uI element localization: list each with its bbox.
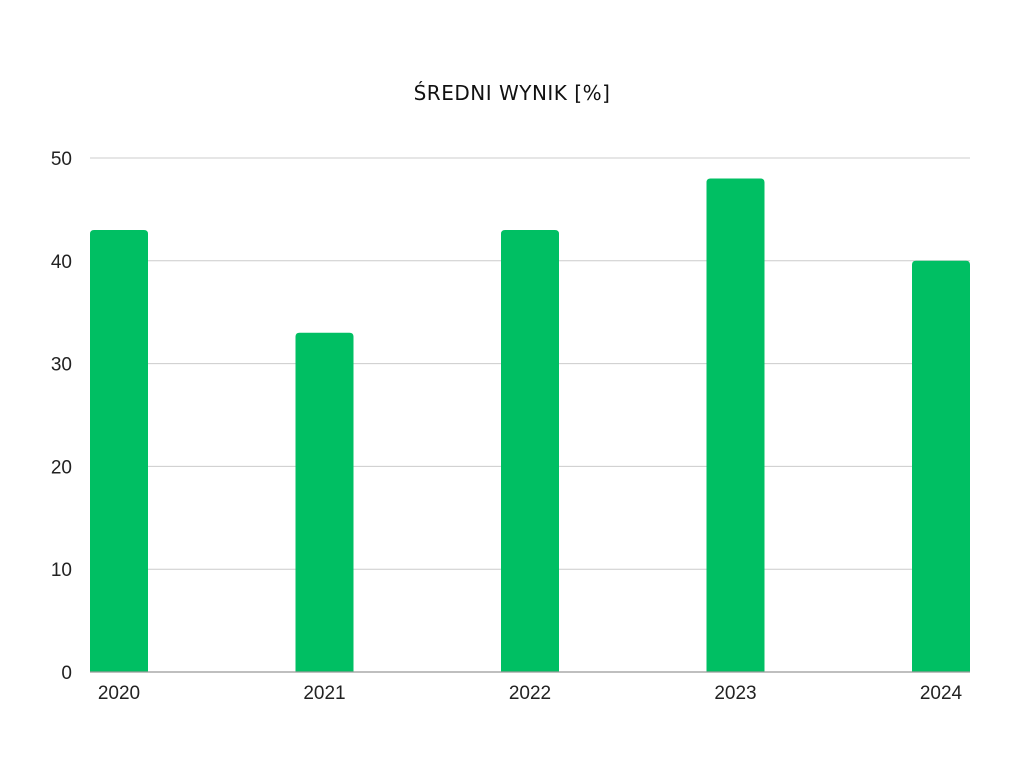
bar-2020: [90, 229, 148, 672]
y-axis-ticks: 0 10 20 30 40 50: [51, 149, 72, 684]
y-tick-label: 0: [61, 663, 72, 684]
x-tick-label: 2020: [98, 683, 140, 704]
bar-2024: [912, 260, 970, 672]
y-tick-label: 50: [51, 149, 72, 170]
y-tick-label: 30: [51, 355, 72, 376]
x-tick-label: 2023: [714, 683, 756, 704]
y-tick-label: 40: [51, 252, 72, 273]
bar-2023: [706, 178, 765, 672]
x-tick-label: 2021: [303, 683, 345, 704]
chart-title: ŚREDNI WYNIK [%]: [414, 81, 611, 105]
bar-2022: [501, 229, 559, 672]
bars: [90, 178, 970, 672]
y-tick-label: 20: [51, 457, 72, 478]
bar-2021: [295, 332, 354, 672]
y-tick-label: 10: [51, 560, 72, 581]
x-tick-label: 2022: [509, 683, 551, 704]
x-axis-ticks: 2020 2021 2022 2023 2024: [98, 683, 963, 704]
x-tick-label: 2024: [920, 683, 963, 704]
